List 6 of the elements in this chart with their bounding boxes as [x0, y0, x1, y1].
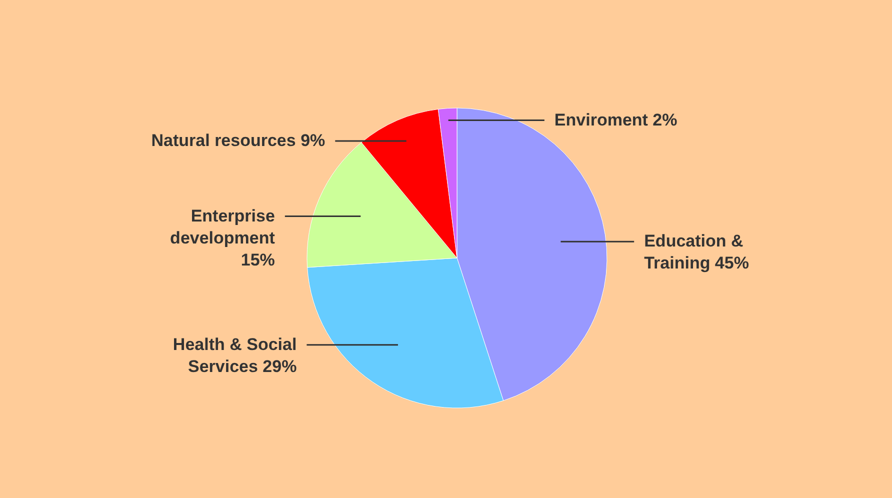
slice-label: Enterprise development [170, 206, 276, 248]
slice-label: Natural resources 9% [151, 130, 326, 150]
slice-label: Health & Social Services 29% [172, 334, 297, 376]
data-label: 15% [240, 250, 275, 270]
slice-label: Enviroment 2% [554, 110, 678, 130]
slice-label: Education & Training 45% [644, 232, 749, 273]
